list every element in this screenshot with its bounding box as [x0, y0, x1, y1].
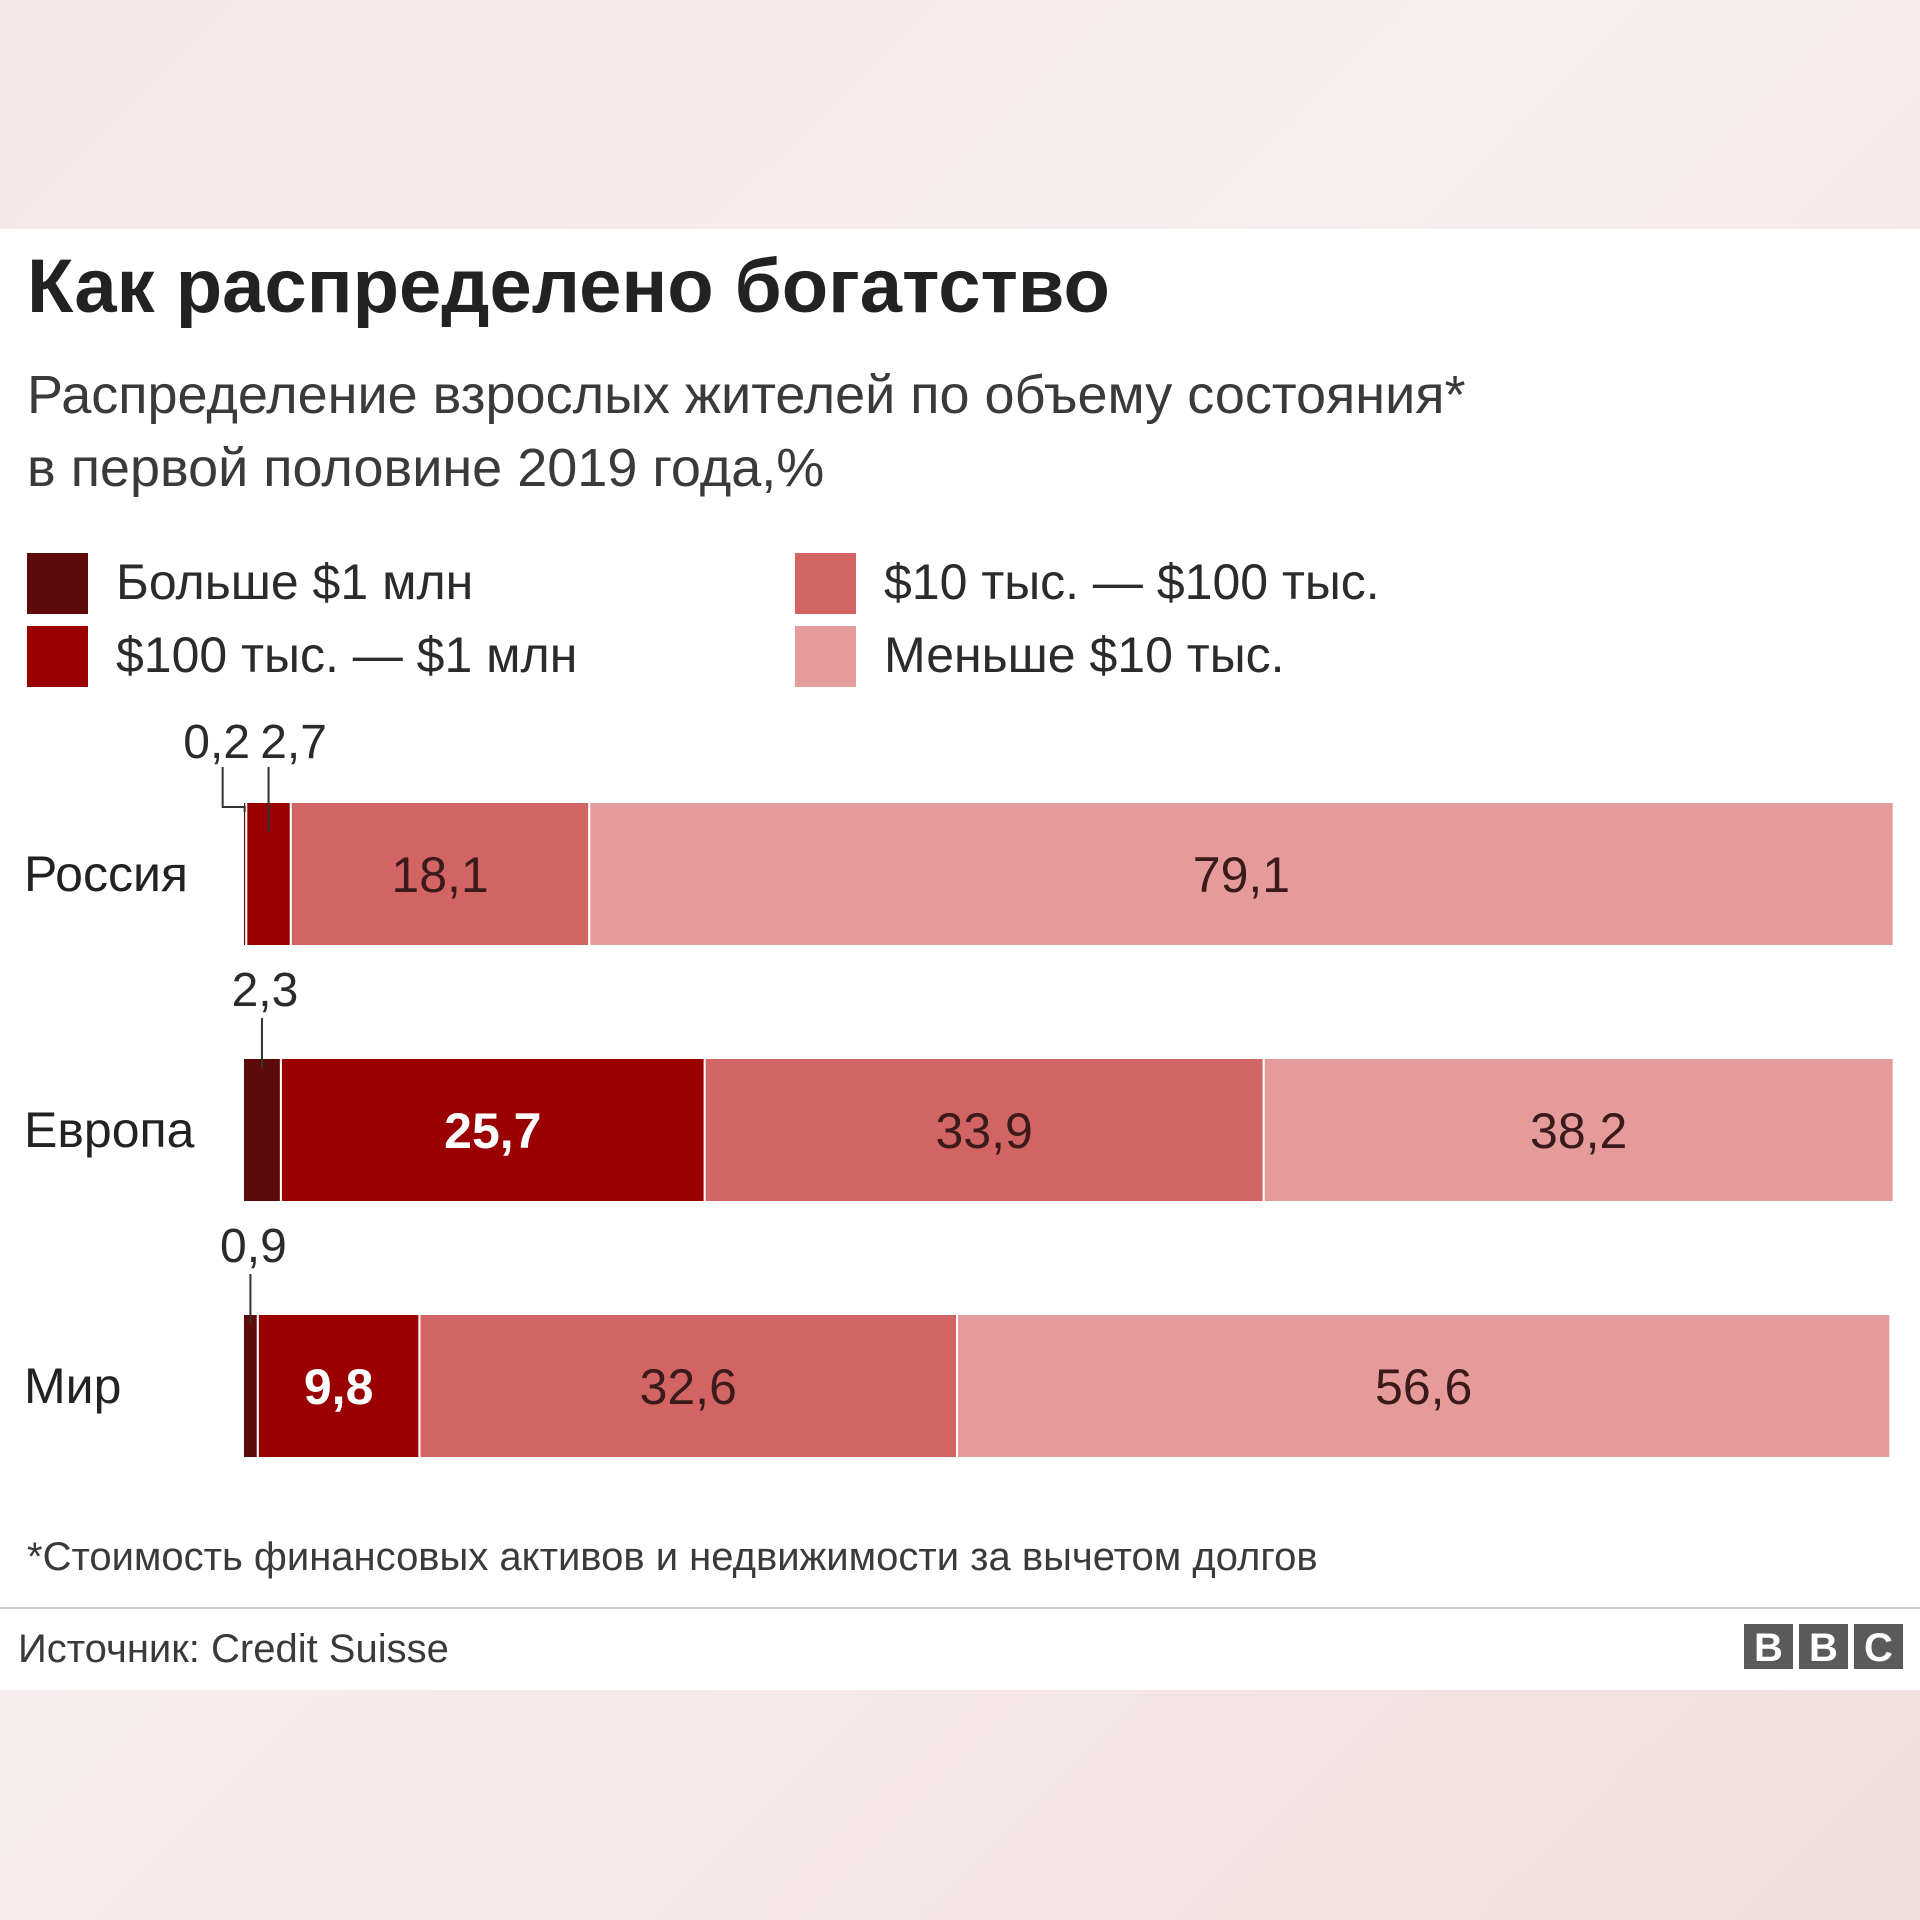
bar-segment-0-2	[289, 801, 591, 947]
bar-segment-0-3	[588, 801, 1895, 947]
callout-line-0-0	[221, 767, 246, 812]
category-label-1: Европа	[24, 1102, 195, 1158]
category-label-2: Мир	[24, 1358, 121, 1414]
chart-title: Как распределено богатство	[27, 244, 1110, 329]
bbc-logo-block-1	[1799, 1624, 1848, 1669]
legend: Больше $1 млн $100 тыс. — $1 млн $10 тыс. …	[27, 553, 1380, 687]
bars: Россия 18,1 79,1 0,2 2,7 Европа 25,7 33,9 38,2 2,…	[24, 716, 1895, 1459]
bar-segment-1-1	[279, 1057, 706, 1203]
bbc-logo-letter-0: B	[1754, 1626, 1783, 1670]
legend-label-3: Меньше $10 тыс.	[884, 627, 1285, 683]
source: Источник: Credit Suisse	[18, 1627, 449, 1671]
value-label-0-3: 79,1	[1193, 847, 1290, 903]
bbc-logo-letter-2: C	[1864, 1626, 1893, 1670]
bar-segment-1-3	[1262, 1057, 1895, 1203]
bbc-logo-block-2	[1854, 1624, 1903, 1669]
legend-label-1: $100 тыс. — $1 млн	[116, 627, 577, 683]
legend-label-0: Больше $1 млн	[116, 554, 473, 610]
bbc-logo-block-0	[1744, 1624, 1793, 1669]
category-label-0: Россия	[24, 846, 188, 902]
bar-segment-1-0	[242, 1057, 282, 1203]
stacked-bar-chart: Как распределено богатство Распределение…	[0, 244, 1920, 1671]
value-label-2-3: 56,6	[1375, 1359, 1472, 1415]
callout-label-2-0: 0,9	[220, 1220, 287, 1273]
footnote: *Стоимость финансовых активов и недвижим…	[27, 1535, 1318, 1579]
callout-label-0-1: 2,7	[260, 716, 327, 769]
bbc-logo-letter-1: B	[1809, 1626, 1838, 1670]
legend-swatch-2	[795, 553, 856, 614]
value-label-1-1: 25,7	[444, 1103, 541, 1159]
callout-label-0-0: 0,2	[183, 716, 250, 769]
bar-segment-2-0	[242, 1313, 259, 1459]
bar-segment-2-1	[256, 1313, 421, 1459]
value-label-1-2: 33,9	[936, 1103, 1033, 1159]
chart-subtitle-line1: Распределение взрослых жителей по объему…	[27, 365, 1466, 425]
legend-swatch-1	[27, 626, 88, 687]
bar-segment-2-3	[956, 1313, 1892, 1459]
legend-swatch-0	[27, 553, 88, 614]
bar-segment-1-2	[703, 1057, 1265, 1203]
chart-subtitle-line2: в первой половине 2019 года,%	[27, 438, 824, 498]
value-label-1-3: 38,2	[1530, 1103, 1627, 1159]
legend-swatch-3	[795, 626, 856, 687]
callout-label-1-0: 2,3	[232, 964, 299, 1017]
value-label-2-2: 32,6	[640, 1359, 737, 1415]
legend-label-2: $10 тыс. — $100 тыс.	[884, 554, 1380, 610]
bar-segment-2-2	[418, 1313, 959, 1459]
value-label-2-1: 9,8	[304, 1359, 374, 1415]
value-label-0-2: 18,1	[391, 847, 488, 903]
chart-card: Как распределено богатство Распределение…	[0, 229, 1920, 1690]
